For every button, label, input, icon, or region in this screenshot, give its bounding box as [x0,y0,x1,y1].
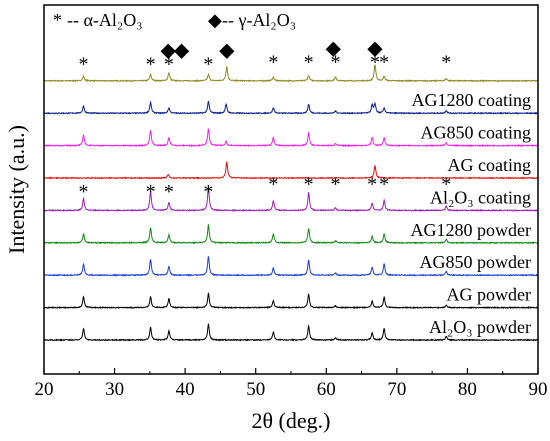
tick-layer: 20 30 40 50 60 70 80 90 [35,368,548,400]
alpha-marker: * [268,174,278,196]
gamma-marker: ◆ [161,40,177,62]
xrd-trace [43,186,539,212]
trace-label: AG850 coating [421,123,531,143]
legend-entry-text: -- α-Al₂O₃ [67,10,142,30]
alpha-marker: * [304,174,314,196]
alpha-marker: * [379,51,389,73]
x-axis-title: 2θ (deg.) [252,408,331,433]
x-tick-label: 40 [176,379,195,400]
trace-label: AG850 powder [420,252,531,272]
alpha-marker: * [203,181,213,203]
xrd-trace [43,64,539,83]
trace-label: Al₂O₃ coating [430,187,531,207]
xrd-trace [43,224,539,245]
xrd-trace [43,256,539,277]
alpha-marker: * [164,181,174,203]
gamma-marker: ◆ [219,40,235,62]
alpha-marker: * [441,174,451,196]
alpha-marker: * [146,181,156,203]
xrd-trace [43,161,539,180]
x-tick-label: 80 [458,379,477,400]
y-axis-title: Intensity (a.u.) [4,125,29,254]
gamma-marker: ◆ [367,37,383,59]
legend: * -- α-Al₂O₃ ◆ -- γ-Al₂O₃ [53,10,296,30]
xrd-trace [43,100,539,115]
alpha-marker: * [203,54,213,76]
alpha-marker: * [304,51,314,73]
alpha-marker: * [367,174,377,196]
x-tick-label: 20 [35,379,54,400]
alpha-marker: * [164,54,174,76]
alpha-marker: * [370,51,380,73]
legend-alpha-symbol: * [53,10,62,30]
trace-label: Al₂O₃ powder [429,317,531,337]
x-tick-label: 60 [317,379,336,400]
gamma-marker: ◆ [174,40,190,62]
alpha-marker: * [441,51,451,73]
xrd-trace [43,323,538,342]
legend-entry-text: -- γ-Al₂O₃ [222,10,296,30]
trace-label: AG powder [447,285,531,305]
x-tick-label: 70 [387,379,406,400]
x-tick-label: 50 [246,379,265,400]
legend-gamma-symbol: ◆ [208,10,222,30]
gamma-marker: ◆ [326,37,342,59]
alpha-marker: * [330,51,340,73]
x-tick-label: 30 [105,379,124,400]
xrd-trace [43,292,539,310]
alpha-marker: * [146,54,156,76]
alpha-marker: * [79,54,89,76]
xrd-trace [43,128,539,148]
trace-label-layer: AG1280 coating AG850 coating AG coating Al₂… [411,90,531,337]
x-tick-label: 90 [529,379,548,400]
alpha-marker: * [268,51,278,73]
trace-label: AG coating [448,155,531,175]
alpha-marker: * [330,174,340,196]
alpha-marker: * [379,174,389,196]
trace-label: AG1280 coating [412,90,531,110]
alpha-marker: * [79,181,89,203]
marker-layer: * * * * * * * * * *◆◆ ◆ ◆ ◆* * * * * * * * * * [79,37,452,203]
trace-label: AG1280 powder [411,220,531,240]
series-layer [43,64,539,342]
